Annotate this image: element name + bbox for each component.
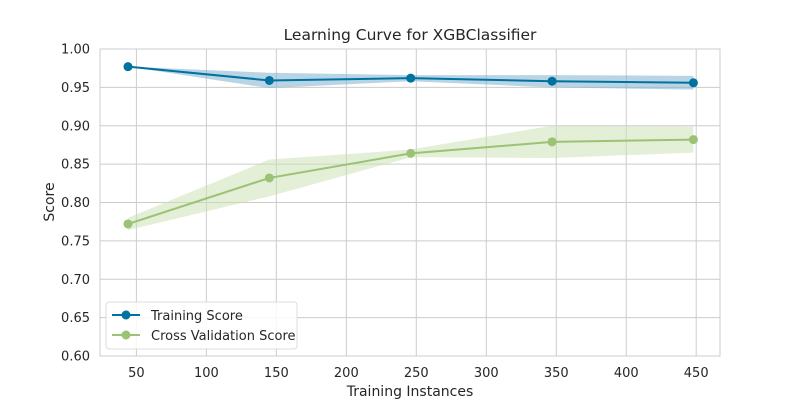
x-axis-label: Training Instances (346, 384, 474, 400)
y-tick-label: 0.75 (61, 234, 90, 249)
cv-score-point (406, 148, 416, 158)
y-tick-label: 0.65 (61, 311, 90, 326)
x-tick-label: 150 (264, 366, 289, 381)
cv-score-point (547, 137, 557, 147)
training-score-point (406, 73, 416, 83)
cv-score-point (264, 173, 274, 183)
y-tick-label: 0.95 (61, 81, 90, 96)
legend-cv-marker (121, 330, 131, 340)
training-score-point (688, 78, 698, 88)
x-tick-label: 350 (544, 366, 569, 381)
x-tick-label: 450 (684, 366, 709, 381)
x-tick-label: 250 (404, 366, 429, 381)
x-tick-label: 400 (614, 366, 639, 381)
chart-title: Learning Curve for XGBClassifier (284, 26, 537, 44)
legend-box (105, 301, 298, 350)
legend-training-label: Training Score (150, 309, 243, 324)
y-tick-label: 0.70 (61, 273, 90, 288)
y-tick-label: 0.90 (61, 119, 90, 134)
x-tick-labels: 50 100 150 200 250 300 350 400 450 (128, 366, 709, 381)
cv-score-point (123, 219, 133, 229)
training-score-point (264, 75, 274, 85)
y-axis-label: Score (42, 182, 58, 221)
x-tick-label: 100 (194, 366, 219, 381)
y-tick-label: 0.85 (61, 158, 90, 173)
y-tick-label: 0.80 (61, 196, 90, 211)
cv-score-point (688, 135, 698, 145)
legend: Training Score Cross Validation Score (105, 301, 298, 350)
y-tick-labels: 0.60 0.65 0.70 0.75 0.80 0.85 0.90 0.95 1.00 (61, 43, 90, 365)
legend-cv-label: Cross Validation Score (151, 329, 296, 344)
x-tick-label: 50 (128, 366, 145, 381)
training-score-point (547, 76, 557, 86)
training-score-point (123, 62, 133, 72)
y-tick-label: 1.00 (61, 43, 90, 58)
legend-training-marker (121, 310, 131, 320)
series-points (123, 62, 698, 229)
x-tick-label: 300 (474, 366, 499, 381)
x-tick-label: 200 (334, 366, 359, 381)
y-tick-label: 0.60 (61, 350, 90, 365)
cv-confidence-band (127, 125, 694, 231)
